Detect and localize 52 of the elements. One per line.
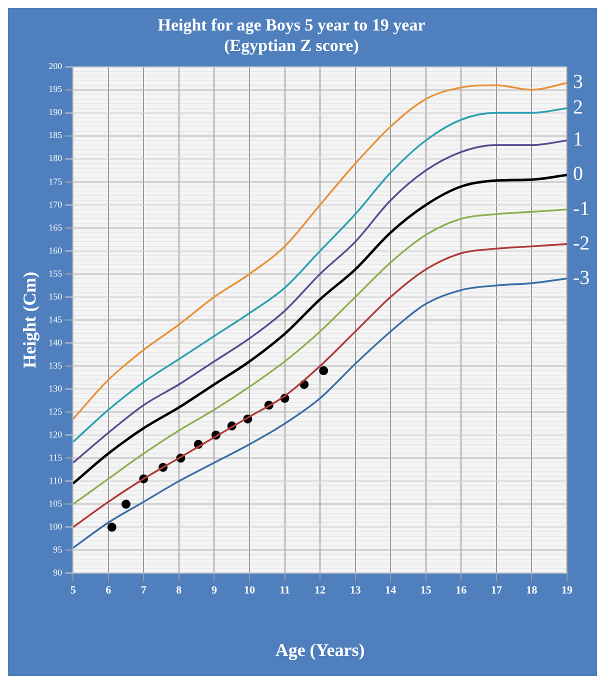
point bbox=[122, 500, 131, 509]
y-tick-label: 170 bbox=[48, 199, 63, 210]
y-tick-label: 145 bbox=[48, 314, 63, 324]
series-label: -2 bbox=[573, 232, 590, 254]
point bbox=[319, 366, 328, 376]
x-tick-label: 17 bbox=[490, 584, 502, 597]
x-tick-label: 11 bbox=[280, 584, 290, 597]
y-tick-label: 105 bbox=[48, 498, 63, 509]
y-tick-label: 180 bbox=[48, 153, 63, 164]
y-tick-label: 185 bbox=[48, 130, 63, 140]
x-tick-label: 6 bbox=[106, 584, 112, 597]
y-tick-label: 150 bbox=[48, 291, 63, 302]
chart-subtitle: (Egyptian Z score) bbox=[224, 36, 359, 55]
x-tick-label: 5 bbox=[70, 584, 76, 597]
y-tick-label: 100 bbox=[48, 522, 63, 532]
y-tick-label: 120 bbox=[48, 429, 63, 440]
y-tick-label: 95 bbox=[53, 544, 63, 555]
x-tick-label: 19 bbox=[562, 584, 573, 597]
series-label: 1 bbox=[573, 128, 583, 151]
x-tick-label: 12 bbox=[314, 584, 326, 597]
y-tick-label: 90 bbox=[53, 568, 63, 578]
y-tick-label: 155 bbox=[48, 268, 63, 278]
y-tick-label: 165 bbox=[48, 222, 63, 232]
x-axis-title: Age (Years) bbox=[275, 640, 365, 660]
series-label: -3 bbox=[573, 266, 590, 289]
y-tick-label: 115 bbox=[48, 452, 63, 462]
point bbox=[107, 522, 116, 532]
y-tick-label: 130 bbox=[48, 383, 63, 394]
series-label: 0 bbox=[573, 163, 583, 186]
x-tick-label: 13 bbox=[350, 584, 362, 597]
x-tick-label: 7 bbox=[140, 584, 147, 597]
series-label: 2 bbox=[573, 96, 583, 118]
x-tick-label: 15 bbox=[420, 584, 432, 597]
x-tick-label: 14 bbox=[385, 584, 397, 597]
y-tick-label: 160 bbox=[48, 245, 63, 256]
x-tick-label: 8 bbox=[176, 584, 182, 597]
x-tick-label: 9 bbox=[211, 584, 218, 597]
y-tick-label: 190 bbox=[48, 107, 63, 118]
y-tick-label: 135 bbox=[48, 360, 63, 370]
y-axis-title: Height (Cm) bbox=[19, 272, 40, 368]
y-tick-label: 125 bbox=[48, 406, 63, 416]
y-tick-label: 200 bbox=[48, 61, 63, 72]
y-tick-label: 195 bbox=[48, 84, 63, 94]
chart-title: Height for age Boys 5 year to 19 year bbox=[158, 16, 426, 35]
y-tick-label: 140 bbox=[48, 337, 63, 348]
x-tick-label: 16 bbox=[456, 584, 468, 597]
y-tick-label: 110 bbox=[48, 475, 63, 486]
series-label: -1 bbox=[573, 198, 590, 220]
x-tick-label: 18 bbox=[526, 584, 538, 597]
y-tick-label: 175 bbox=[48, 176, 63, 186]
x-tick-label: 10 bbox=[244, 584, 256, 597]
series-label: 3 bbox=[573, 71, 583, 94]
